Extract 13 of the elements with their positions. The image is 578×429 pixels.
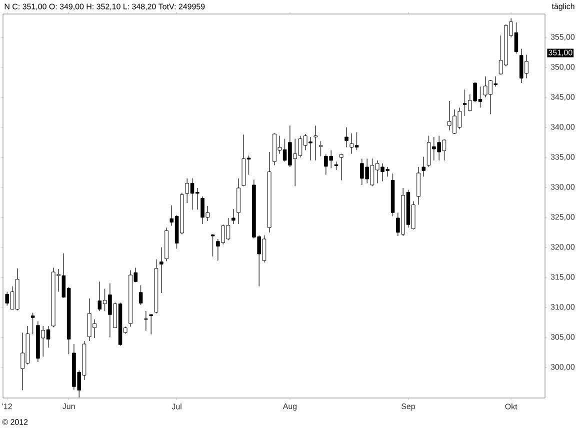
- candlestick: [339, 153, 344, 180]
- candlestick: [159, 247, 164, 294]
- candlestick: [144, 310, 148, 332]
- candlestick: [210, 234, 215, 257]
- candlestick: [344, 127, 348, 148]
- candlestick: [149, 314, 153, 335]
- candlestick: [30, 312, 35, 335]
- candlestick: [416, 166, 420, 206]
- candlestick: [318, 140, 323, 156]
- candlestick: [422, 156, 426, 177]
- candlestick: [231, 208, 236, 224]
- candlestick: [314, 125, 318, 161]
- candlestick: [138, 284, 143, 306]
